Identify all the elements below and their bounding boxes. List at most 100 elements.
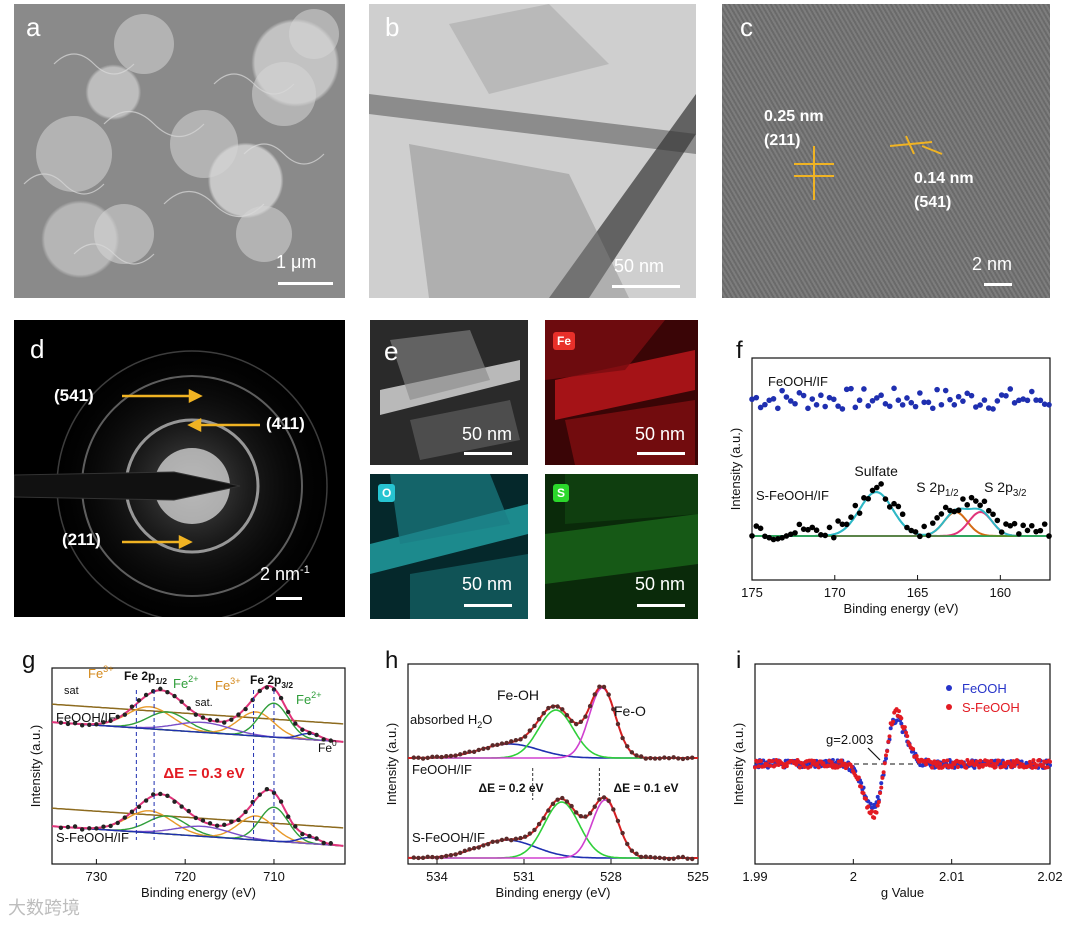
chart-i-point-s-feooh <box>963 765 968 770</box>
chart-h-ylabel: Intensity (a.u.) <box>384 723 399 805</box>
chart-i-point-feooh <box>822 763 827 768</box>
chart-g-point-sfeooh <box>136 804 142 810</box>
chart-i-point-feooh <box>839 762 844 767</box>
chart-f-point-sfeooh <box>882 496 889 502</box>
chart-i-point-s-feooh <box>928 760 933 765</box>
chart-f-point-sfeooh <box>749 533 755 539</box>
chart-i-point-feooh <box>937 763 942 768</box>
chart-i-point-feooh <box>946 765 951 770</box>
chart-i-point-s-feooh <box>1014 758 1019 763</box>
chart-g-point-sfeooh <box>314 836 319 841</box>
scale-text-b: 50 nm <box>614 256 665 276</box>
chart-i-point-feooh <box>836 762 841 767</box>
chart-f-point-feooh <box>822 403 828 410</box>
chart-i-point-s-feooh <box>931 761 936 766</box>
chart-i-point-feooh <box>850 765 855 770</box>
scale-bar-e2 <box>637 452 685 455</box>
chart-i-point-s-feooh <box>770 759 775 764</box>
chart-g-point-sfeooh <box>193 815 199 821</box>
chart-g-point-feooh <box>158 686 163 692</box>
chart-h-point-feooh <box>499 741 505 746</box>
chart-h-point-sfeooh <box>485 841 491 847</box>
chart-g-xlabel: Binding energy (eV) <box>141 885 256 900</box>
chart-i-point-feooh <box>1024 760 1029 765</box>
chart-i-point-s-feooh <box>900 724 905 729</box>
chart-i-point-feooh <box>1038 758 1043 763</box>
chart-h-point-sfeooh <box>509 837 514 843</box>
chart-i-point-s-feooh <box>1043 765 1048 770</box>
chart-g-point-feooh <box>321 737 326 742</box>
chart-i-point-s-feooh <box>755 759 760 764</box>
chart-g-point-feooh <box>151 688 156 694</box>
chart-g-background-sfeooh <box>51 807 344 829</box>
chart-i-point-feooh <box>983 759 988 764</box>
chart-f-point-sfeooh <box>899 511 906 518</box>
chart-h-point-sfeooh <box>471 845 477 851</box>
chart-i-legend-feooh: FeOOH <box>962 681 1007 696</box>
chart-f-fit-envelope <box>752 490 1050 537</box>
chart-g-point-feooh <box>257 688 262 694</box>
chart-h-point-sfeooh <box>425 854 430 860</box>
chart-h-point-feooh <box>448 753 454 759</box>
chart-h-point-sfeooh <box>499 837 505 843</box>
chart-h-point-feooh <box>578 719 584 724</box>
chart-h-point-feooh <box>615 721 621 727</box>
chart-i-point-s-feooh <box>966 761 971 766</box>
chart-i-point-feooh <box>1023 764 1028 769</box>
chart-i-point-s-feooh <box>906 740 911 745</box>
chart-i-point-s-feooh <box>1020 762 1025 767</box>
chart-i-point-s-feooh <box>938 761 943 766</box>
chart-i-point-s-feooh <box>776 762 781 767</box>
chart-f-point-sfeooh <box>955 507 962 514</box>
chart-i-point-s-feooh <box>955 764 960 769</box>
chart-i-point-s-feooh <box>1037 758 1042 763</box>
chart-i-point-feooh <box>905 739 910 744</box>
chart-f-point-sfeooh <box>912 529 919 535</box>
chart-g-component-feooh-0 <box>51 706 344 743</box>
chart-i-point-feooh <box>800 765 805 770</box>
chart-i-point-feooh <box>858 778 863 783</box>
chart-i-point-s-feooh <box>808 764 813 769</box>
chart-h-point-sfeooh <box>685 856 690 861</box>
chart-i-point-feooh <box>863 795 868 800</box>
chart-f-point-feooh <box>805 405 811 412</box>
chart-i-point-s-feooh <box>894 707 899 712</box>
chart-g-point-feooh <box>136 698 142 703</box>
chart-f-point-sfeooh <box>1016 531 1022 537</box>
chart-i-point-s-feooh <box>1039 764 1044 769</box>
chart-f-point-sfeooh <box>775 536 781 542</box>
chart-h-point-sfeooh <box>495 839 500 844</box>
chart-i-point-s-feooh <box>855 777 860 782</box>
chart-i-point-s-feooh <box>800 761 805 766</box>
chart-i-point-s-feooh <box>794 762 799 767</box>
chart-h-point-sfeooh <box>574 810 579 815</box>
chart-g-point-sfeooh <box>115 820 120 826</box>
chart-i-point-feooh <box>913 751 918 756</box>
chart-i-point-s-feooh <box>1025 764 1030 769</box>
chart-f-point-feooh <box>865 403 872 409</box>
d-spacing-1: 0.25 nm <box>764 108 824 125</box>
chart-i-point-s-feooh <box>947 763 952 768</box>
chart-i-point-s-feooh <box>789 758 794 763</box>
chart-h-point-feooh <box>416 755 421 760</box>
chart-g-point-feooh <box>79 723 85 728</box>
ring-label-411: (411) <box>266 414 305 433</box>
chart-i-point-feooh <box>819 764 824 769</box>
chart-h-point-feooh <box>439 754 444 760</box>
chart-i-point-s-feooh <box>868 811 873 816</box>
chart-h-point-feooh <box>458 752 463 757</box>
chart-i-point-feooh <box>1014 758 1019 763</box>
chart-i-point-s-feooh <box>899 716 904 721</box>
chart-i-point-s-feooh <box>775 759 780 764</box>
chart-i-point-s-feooh <box>973 762 978 767</box>
chart-f-point-sfeooh <box>942 504 949 511</box>
chart-i-point-s-feooh <box>921 759 926 764</box>
chart-i-point-feooh <box>885 748 890 753</box>
plane-1: (211) <box>764 132 801 149</box>
chart-f-point-feooh <box>809 396 816 402</box>
chart-f-point-feooh <box>921 399 927 406</box>
chart-i-point-feooh <box>979 760 984 765</box>
chart-i-point-feooh <box>900 730 905 735</box>
chart-i-point-feooh <box>924 757 929 762</box>
chart-i-point-feooh <box>827 758 832 763</box>
